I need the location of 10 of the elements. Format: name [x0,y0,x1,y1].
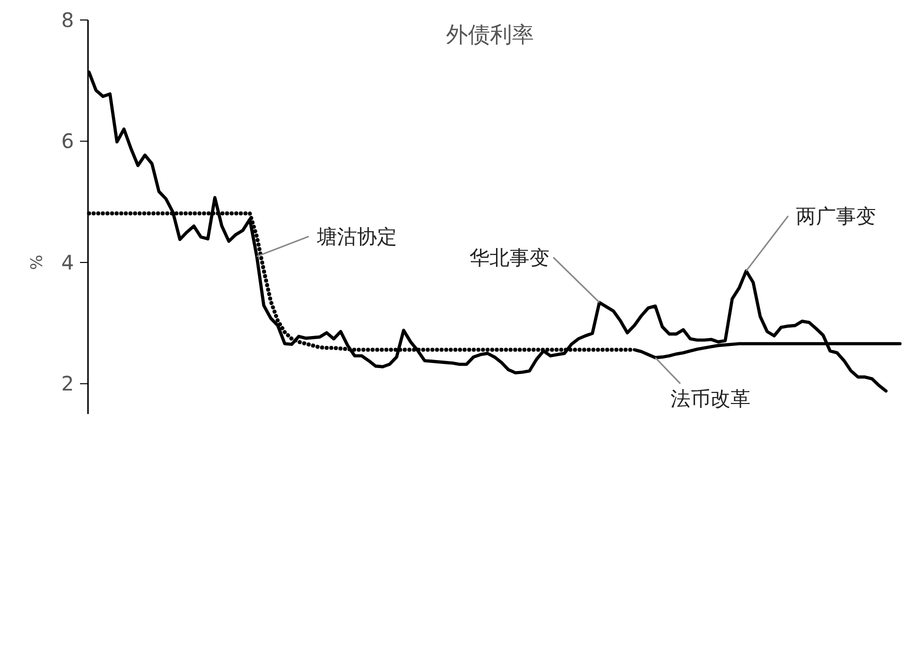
annotation: 塘沽协定 [316,224,397,248]
y-tick-label: 8 [61,8,74,32]
y-axis-title: % [27,254,46,270]
annotation: 两广事变 [796,204,876,228]
y-tick-label: 6 [61,129,74,154]
y-tick-label: 4 [61,250,74,274]
chart-title: 外债利率 [446,23,534,48]
annotation: 法币改革 [670,386,750,411]
y-tick-label: 2 [61,372,74,396]
annotation: 华北事变 [469,245,550,270]
